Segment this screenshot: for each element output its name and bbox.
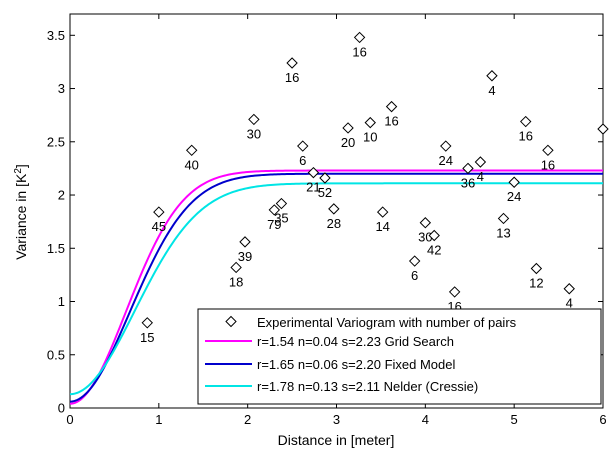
pair-count-label: 4 [488,83,495,98]
x-tick-label: 5 [511,412,518,427]
y-axis-label-end: ] [13,164,29,168]
data-point-marker [286,57,298,69]
y-tick-label: 3 [58,81,65,96]
data-point-marker [419,217,432,229]
y-tick-label: 3.5 [47,28,65,43]
pair-count-label: 18 [229,274,243,289]
data-point-marker [342,122,354,134]
data-point-marker [563,283,575,295]
legend-box [197,308,602,405]
y-axis-label: Variance in [K2] [13,164,30,260]
x-tick-label: 0 [66,412,73,427]
pair-count-label: 13 [496,225,510,240]
y-tick-label: 1 [58,294,65,309]
data-point-marker [153,206,165,218]
data-point-marker [185,144,198,157]
data-point-marker [448,286,461,298]
pair-count-label: 30 [247,126,261,141]
data-point-marker [239,236,251,248]
data-point-marker [248,113,260,126]
x-tick-label: 4 [422,412,429,427]
data-point-marker [462,162,474,175]
legend-label-grid-search: r=1.54 n=0.04 s=2.23 Grid Search [257,334,454,349]
x-axis-label: Distance in [meter] [278,432,395,448]
legend-label-nelder: r=1.78 n=0.13 s=2.11 Nelder (Cressie) [257,379,478,394]
pair-count-label: 14 [375,219,389,234]
model-curve-0 [69,169,603,405]
pair-count-label: 52 [318,185,332,200]
x-tick-label: 3 [333,412,340,427]
pair-count-label: 6 [299,153,306,168]
data-point-marker [440,140,452,152]
experimental-points: 1545401839307935166215228201610141663042… [140,31,609,345]
pair-count-label: 35 [274,211,288,226]
x-tick-label: 6 [599,412,606,427]
pair-count-label: 12 [529,276,543,291]
pair-count-label: 20 [341,135,355,150]
data-point-marker [268,204,281,216]
pair-count-label: 16 [352,44,366,59]
y-tick-label: 1.5 [47,241,65,256]
pair-count-label: 79 [267,217,281,232]
model-curve-1 [69,172,603,403]
data-point-marker [486,70,498,82]
pair-count-label: 10 [363,130,377,145]
data-point-marker [408,255,421,267]
pair-count-label: 4 [477,169,484,184]
x-tick-label: 1 [155,412,162,427]
legend: Experimental Variogram with number of pa… [197,308,602,405]
pair-count-label: 16 [541,157,555,172]
pair-count-label: 16 [518,129,532,144]
axis-ticks: 0 1 2 3 4 5 600.511.522.533.5 [47,14,607,427]
y-tick-label: 0.5 [47,347,65,362]
pair-count-label: 16 [384,114,398,129]
pair-count-label: 42 [427,242,441,257]
data-point-marker [141,317,153,329]
y-axis-label-main: Variance in [K [13,173,29,260]
data-point-marker [376,206,389,218]
data-point-marker [428,229,440,242]
pair-count-label: 28 [327,216,341,231]
data-point-marker [474,156,487,168]
y-tick-label: 0 [58,401,65,416]
data-point-marker [307,166,320,179]
data-point-marker [530,262,543,275]
y-tick-label: 2.5 [47,134,65,149]
data-point-marker [542,144,554,157]
data-point-marker [508,176,520,188]
pair-count-label: 24 [507,189,521,204]
pair-count-label: 4 [566,296,573,311]
legend-label-experimental: Experimental Variogram with number of pa… [257,315,517,330]
data-point-marker [385,100,398,113]
pair-count-label: 40 [184,157,198,172]
legend-diamond-icon [225,315,237,328]
data-point-marker [353,31,366,44]
legend-label-fixed-model: r=1.65 n=0.06 s=2.20 Fixed Model [257,357,455,372]
pair-count-label: 15 [140,330,154,345]
x-tick-label: 2 [244,412,251,427]
data-point-marker [297,140,309,152]
data-point-marker [319,172,331,184]
data-point-marker [520,115,532,128]
pair-count-label: 36 [461,175,475,190]
data-point-marker [275,197,288,210]
data-point-marker [497,212,510,225]
y-axis-label-sup: 2 [13,168,24,174]
pair-count-label: 39 [238,249,252,264]
pair-count-label: 30 [418,230,432,245]
data-point-marker [364,116,376,129]
pair-count-label: 21 [306,180,320,195]
pair-count-label: 24 [439,153,453,168]
pair-count-label: 45 [152,219,166,234]
data-point-marker [328,203,340,215]
data-point-marker [597,123,609,135]
data-point-marker [230,261,242,274]
pair-count-label: 6 [411,268,418,283]
y-tick-label: 2 [58,188,65,203]
pair-count-label: 16 [285,70,299,85]
